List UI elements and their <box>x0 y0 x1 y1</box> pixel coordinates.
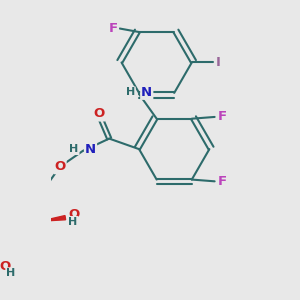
Text: O: O <box>0 260 11 273</box>
Text: F: F <box>109 22 118 35</box>
Text: H: H <box>68 217 78 227</box>
Text: F: F <box>218 175 226 188</box>
Text: N: N <box>141 86 152 99</box>
Text: O: O <box>54 160 66 173</box>
Text: O: O <box>93 107 104 121</box>
Polygon shape <box>41 216 66 221</box>
Text: H: H <box>69 144 79 154</box>
Text: O: O <box>68 208 79 221</box>
Text: N: N <box>85 142 96 156</box>
Text: H: H <box>126 87 135 97</box>
Text: H: H <box>6 268 15 278</box>
Text: I: I <box>216 56 220 69</box>
Text: F: F <box>218 110 226 123</box>
